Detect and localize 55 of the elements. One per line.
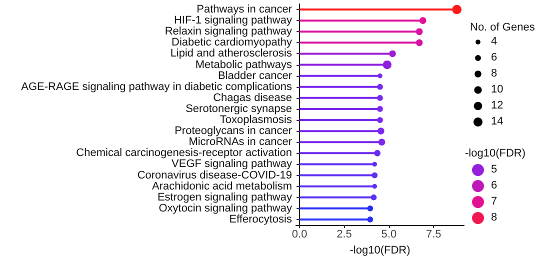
y-tick-label: Chagas disease	[213, 92, 292, 104]
y-tick-label: Diabetic cardiomyopathy	[172, 36, 292, 49]
y-tick-label: Lipid and atherosclerosis	[170, 48, 292, 60]
point	[367, 205, 374, 212]
point	[416, 39, 423, 46]
point	[377, 117, 383, 123]
color-bar-label: 8	[491, 212, 498, 224]
y-tick-label: Efferocytosis	[229, 213, 292, 226]
legend-title: No. of Genes	[470, 22, 536, 34]
y-tick-label: Arachidonic acid metabolism	[152, 180, 292, 192]
point	[420, 17, 426, 24]
x-tick-label: 0.0	[292, 228, 308, 240]
point	[389, 50, 396, 58]
y-tick-label: Metabolic pathways	[195, 58, 292, 71]
y-tick-label: Estrogen signaling pathway	[157, 191, 292, 204]
y-tick-label: Proteoglycans in cancer	[174, 125, 292, 138]
point	[370, 194, 377, 200]
y-tick-label: HIF-1 signaling pathway	[174, 14, 292, 27]
legend-label: 10	[491, 84, 504, 96]
color-bar-label: 5	[491, 164, 498, 176]
point	[367, 216, 374, 222]
point	[374, 150, 380, 156]
point	[372, 162, 378, 167]
y-tick-label: Bladder cancer	[218, 70, 292, 82]
point	[377, 84, 383, 90]
y-tick-label: MicroRNAs in cancer	[188, 136, 292, 148]
legend-label: 4	[491, 36, 498, 48]
legend-label: 6	[491, 52, 498, 64]
x-tick-label: 7.5	[426, 228, 442, 240]
point	[377, 106, 383, 112]
legend-label: 12	[491, 100, 504, 112]
point	[372, 184, 378, 189]
legend-label: 14	[491, 116, 504, 128]
point	[416, 28, 423, 36]
x-axis-title: -log10(FDR)	[350, 244, 410, 256]
color-bar-title: -log10(FDR)	[465, 148, 526, 160]
y-tick-label: Coronavirus disease-COVID-19	[137, 169, 292, 182]
point	[372, 172, 378, 178]
color-bar-label: 6	[491, 180, 498, 192]
y-tick-label: Serotonergic synapse	[186, 102, 292, 115]
point	[378, 128, 384, 134]
y-tick-label: Relaxin signaling pathway	[164, 26, 292, 38]
x-tick-label: 2.5	[336, 228, 352, 240]
color-bar-label: 7	[491, 196, 498, 208]
point	[378, 73, 382, 78]
y-tick-label: AGE-RAGE signaling pathway in diabetic complications	[21, 80, 292, 93]
x-tick-label: 5.0	[381, 228, 397, 240]
y-tick-label: Pathways in cancer	[196, 4, 292, 16]
y-tick-label: Oxytocin signaling pathway	[158, 202, 292, 214]
legend-label: 8	[491, 68, 498, 80]
y-tick-label: VEGF signaling pathway	[172, 158, 292, 170]
point	[378, 138, 386, 146]
y-tick-label: Toxoplasmosis	[220, 114, 292, 126]
point	[377, 94, 383, 101]
y-tick-label: Chemical carcinogenesis-receptor activation	[76, 147, 292, 160]
